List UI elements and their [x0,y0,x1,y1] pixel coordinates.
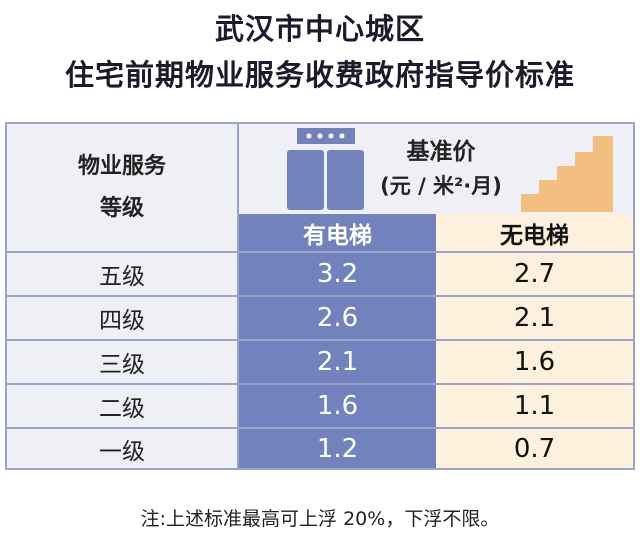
cell-no-elevator-value: 1.6 [436,339,633,383]
cell-no-elevator-value: 2.7 [436,251,633,295]
level-label: 二级 [7,383,239,427]
cell-no-elevator-value: 1.1 [436,383,633,427]
elevator-icon [287,128,364,210]
level-header-line2: 等级 [99,195,144,221]
title-line-2: 住宅前期物业服务收费政府指导价标准 [64,58,575,92]
column-header-no-elevator: 无电梯 [436,214,633,251]
cell-elevator-value: 2.6 [239,295,436,339]
level-label: 四级 [7,295,239,339]
price-header: 基准价 (元 / 米²·月) [239,124,633,214]
title-line-1: 武汉市中心城区 [214,12,425,46]
column-header-elevator: 有电梯 [239,214,436,251]
level-header-line1: 物业服务 [77,153,166,179]
stairs-icon [521,136,613,212]
footnote: 注:上述标准最高可上浮 20%，下浮不限。 [140,508,500,530]
level-label: 一级 [7,427,239,468]
cell-elevator-value: 1.6 [239,383,436,427]
cell-elevator-value: 3.2 [239,251,436,295]
price-header-line1: 基准价 [406,139,476,165]
cell-elevator-value: 2.1 [239,339,436,383]
price-table: 物业服务 等级 基准价 (元 / 米²·月) 有电梯 无电梯 五级 3.2 2.7 四… [5,122,635,470]
price-header-line2: (元 / 米²·月) [380,174,502,198]
cell-no-elevator-value: 0.7 [436,427,633,468]
cell-no-elevator-value: 2.1 [436,295,633,339]
cell-elevator-value: 1.2 [239,427,436,468]
level-label: 三级 [7,339,239,383]
level-label: 五级 [7,251,239,295]
level-header: 物业服务 等级 [7,124,239,251]
